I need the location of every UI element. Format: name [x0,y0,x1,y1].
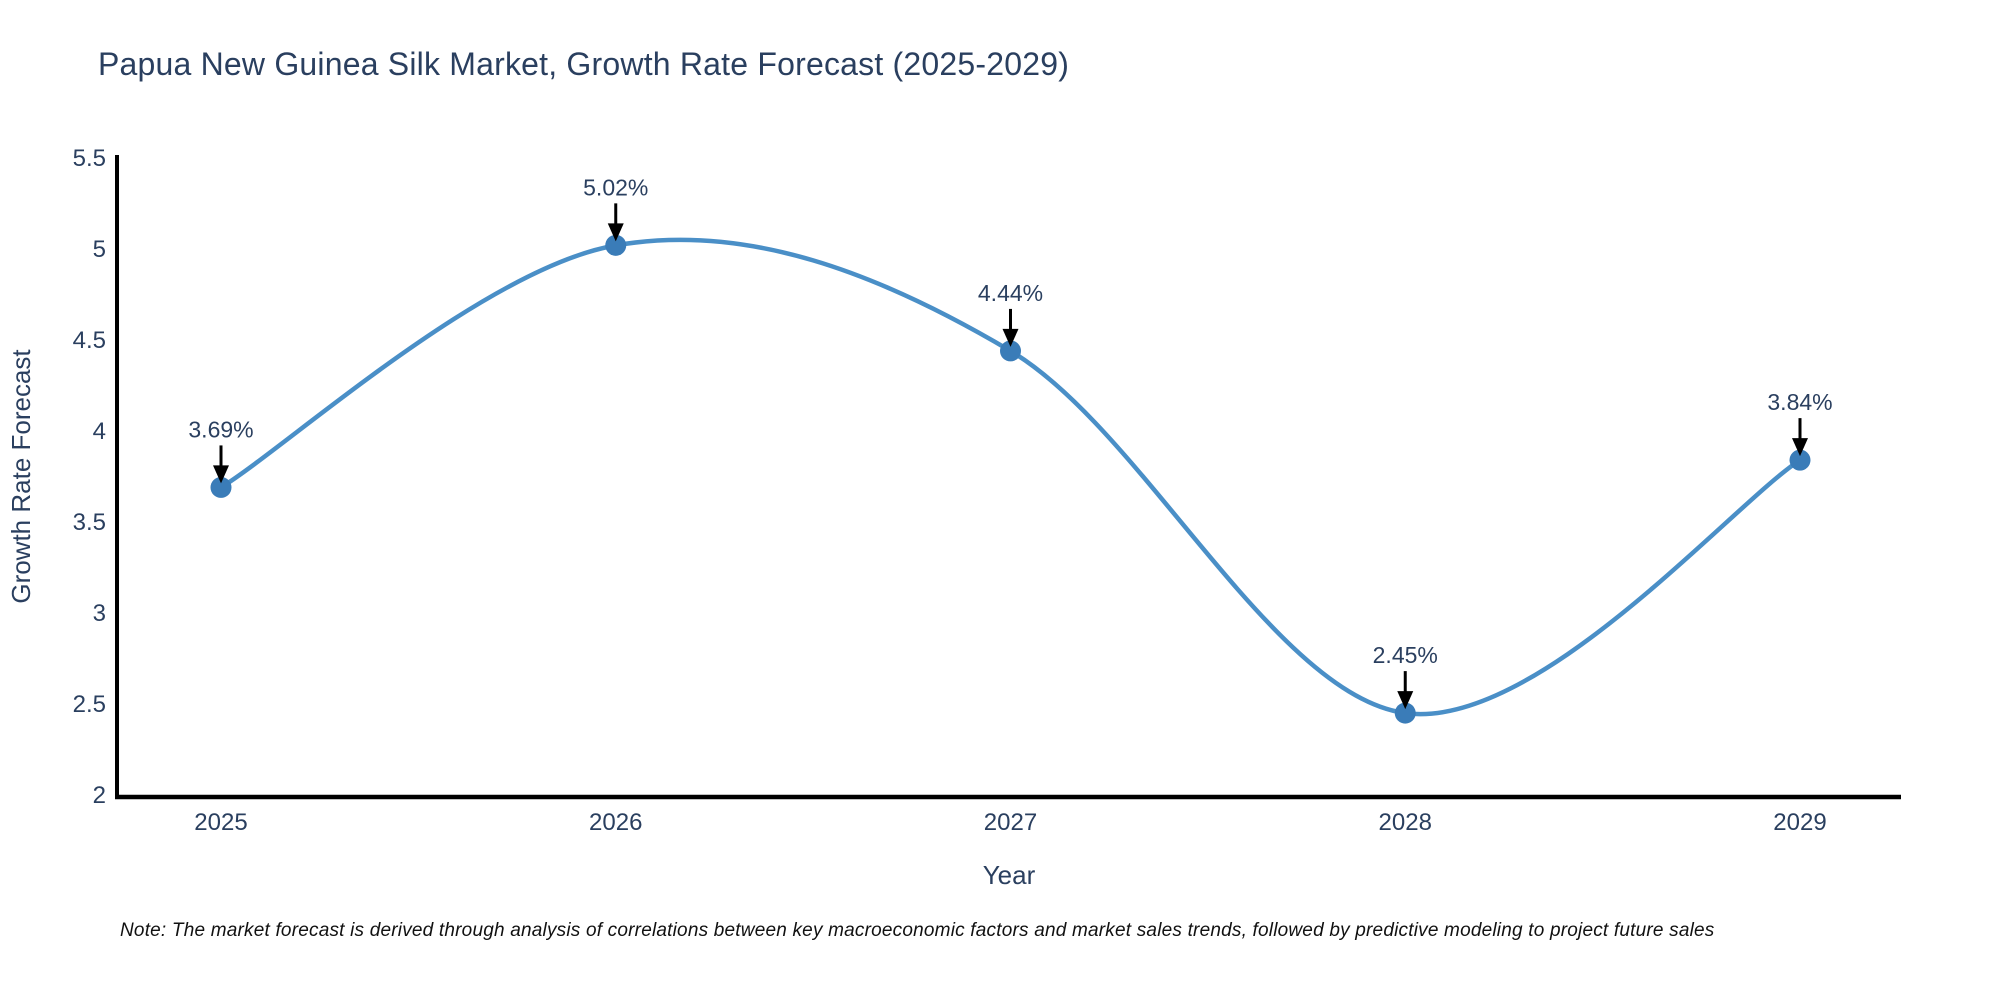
y-tick-label: 4 [93,418,106,445]
forecast-line [218,237,1803,717]
y-axis-title: Growth Rate Forecast [6,349,36,604]
annotation-arrowhead [213,465,229,484]
y-tick-label: 4.5 [73,327,106,354]
annotation-arrowhead [1397,691,1414,710]
x-tick-label: 2025 [194,809,247,836]
x-tick-label: 2028 [1379,809,1432,836]
y-tick-label: 3.5 [73,509,106,536]
annotation-arrowhead [607,223,624,242]
annotation-label: 4.44% [978,280,1043,306]
annotation-arrowhead [1002,328,1019,347]
data-point-marker-2025[interactable] [210,476,232,498]
footnote: Note: The market forecast is derived thr… [120,920,1715,941]
y-tick-label: 2 [93,782,106,809]
data-point-marker-2027[interactable] [1000,340,1021,362]
annotation-label: 5.02% [583,174,648,200]
x-axis-title: Year [983,860,1036,890]
x-tick-label: 2026 [589,809,642,836]
y-tick-label: 3 [93,600,106,627]
chart-title: Papua New Guinea Silk Market, Growth Rat… [98,46,1070,82]
x-tick-label: 2029 [1773,809,1826,836]
annotation-arrowhead [1792,438,1808,457]
y-tick-label: 2.5 [73,691,106,718]
data-point-marker-2029[interactable] [1789,449,1811,471]
annotation-label: 3.84% [1767,389,1832,415]
annotation-label: 3.69% [188,416,253,442]
x-tick-label: 2027 [984,809,1037,836]
y-tick-label: 5 [93,236,106,263]
annotation-label: 2.45% [1373,642,1438,668]
data-point-marker-2028[interactable] [1394,702,1416,724]
y-tick-label: 5.5 [73,145,106,172]
data-point-marker-2026[interactable] [605,234,627,256]
